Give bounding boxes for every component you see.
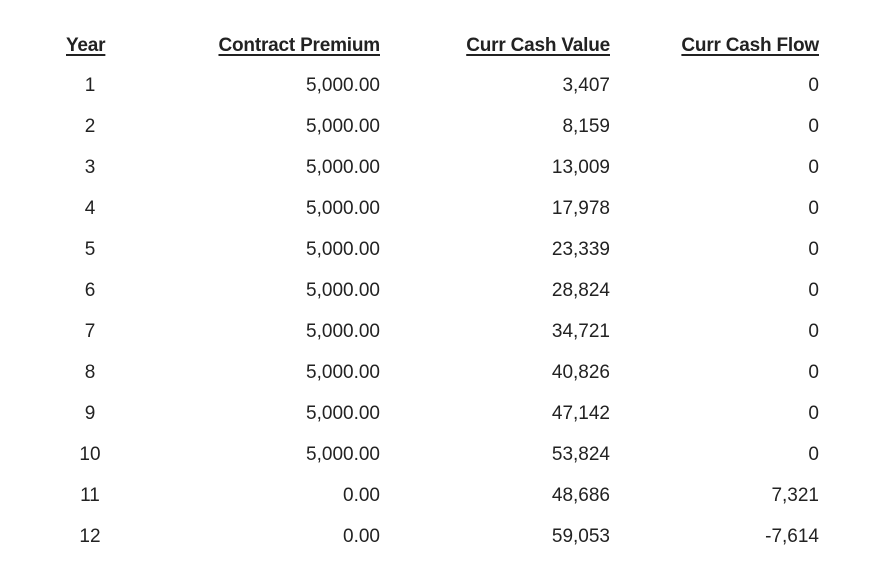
table-row: 11 0.00 48,686 7,321 — [0, 475, 874, 516]
cash-value-cell: 59,053 — [551, 526, 610, 547]
year-cell: 9 — [84, 403, 96, 424]
table-row: 7 5,000.00 34,721 0 — [0, 311, 874, 352]
premium-cell: 5,000.00 — [306, 116, 380, 137]
cash-value-cell: 13,009 — [551, 157, 610, 178]
cash-value-cell: 3,407 — [562, 75, 610, 96]
year-cell: 2 — [84, 116, 96, 137]
cash-flow-cell: 0 — [808, 321, 819, 342]
premium-cell: 5,000.00 — [306, 444, 380, 465]
table-row: 10 5,000.00 53,824 0 — [0, 434, 874, 475]
cash-flow-cell: 0 — [808, 116, 819, 137]
cash-flow-cell: 0 — [808, 280, 819, 301]
year-cell: 10 — [79, 444, 101, 465]
premium-cell: 5,000.00 — [306, 157, 380, 178]
table-row: 2 5,000.00 8,159 0 — [0, 106, 874, 147]
table-header-row: Year Contract Premium Curr Cash Value Cu… — [0, 25, 874, 66]
premium-cell: 0.00 — [343, 485, 380, 506]
year-cell: 3 — [84, 157, 96, 178]
premium-cell: 5,000.00 — [306, 321, 380, 342]
cash-flow-cell: 0 — [808, 444, 819, 465]
table-row: 4 5,000.00 17,978 0 — [0, 188, 874, 229]
premium-cell: 5,000.00 — [306, 198, 380, 219]
premium-cell: 5,000.00 — [306, 280, 380, 301]
cash-flow-cell: 0 — [808, 362, 819, 383]
premium-cell: 5,000.00 — [306, 362, 380, 383]
cash-value-cell: 53,824 — [551, 444, 610, 465]
cash-flow-cell: 0 — [808, 403, 819, 424]
year-cell: 4 — [84, 198, 96, 219]
cash-value-cell: 47,142 — [551, 403, 610, 424]
cash-flow-cell: 0 — [808, 239, 819, 260]
table-row: 1 5,000.00 3,407 0 — [0, 65, 874, 106]
year-cell: 7 — [84, 321, 96, 342]
premium-cell: 5,000.00 — [306, 75, 380, 96]
table-row: 8 5,000.00 40,826 0 — [0, 352, 874, 393]
cash-value-cell: 17,978 — [551, 198, 610, 219]
cash-flow-cell: 7,321 — [771, 485, 819, 506]
cash-flow-cell: 0 — [808, 157, 819, 178]
cash-value-cell: 34,721 — [551, 321, 610, 342]
cash-value-cell: 40,826 — [551, 362, 610, 383]
year-cell: 12 — [79, 526, 101, 547]
table-row: 6 5,000.00 28,824 0 — [0, 270, 874, 311]
cash-value-cell: 48,686 — [551, 485, 610, 506]
cash-flow-cell: 0 — [808, 75, 819, 96]
header-year: Year — [66, 35, 106, 56]
header-curr-cash-value: Curr Cash Value — [466, 35, 610, 56]
cash-value-cell: 28,824 — [551, 280, 610, 301]
table-row: 9 5,000.00 47,142 0 — [0, 393, 874, 434]
year-cell: 6 — [84, 280, 96, 301]
table-row: 5 5,000.00 23,339 0 — [0, 229, 874, 270]
premium-cell: 0.00 — [343, 526, 380, 547]
table-row: 12 0.00 59,053 -7,614 — [0, 516, 874, 557]
cash-value-cell: 23,339 — [551, 239, 610, 260]
year-cell: 11 — [80, 485, 100, 506]
year-cell: 8 — [84, 362, 96, 383]
year-cell: 1 — [84, 75, 96, 96]
header-curr-cash-flow: Curr Cash Flow — [681, 35, 819, 56]
header-contract-premium: Contract Premium — [218, 35, 380, 56]
table-row: 3 5,000.00 13,009 0 — [0, 147, 874, 188]
premium-cell: 5,000.00 — [306, 403, 380, 424]
cash-value-cell: 8,159 — [562, 116, 610, 137]
cash-flow-cell: -7,614 — [765, 526, 819, 547]
year-cell: 5 — [84, 239, 96, 260]
cash-flow-cell: 0 — [808, 198, 819, 219]
premium-cell: 5,000.00 — [306, 239, 380, 260]
